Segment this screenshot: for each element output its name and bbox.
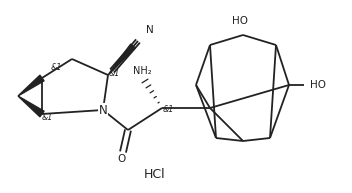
Text: HCl: HCl — [144, 168, 166, 181]
Polygon shape — [18, 96, 44, 117]
Text: O: O — [118, 154, 126, 164]
Text: &1: &1 — [162, 104, 174, 113]
Text: &1: &1 — [50, 63, 62, 71]
Polygon shape — [108, 44, 135, 75]
Text: &1: &1 — [108, 69, 120, 78]
Text: HO: HO — [310, 80, 326, 90]
Text: O: O — [118, 154, 126, 164]
Text: HO: HO — [232, 16, 248, 26]
Text: HO: HO — [232, 16, 248, 26]
Text: &1: &1 — [41, 113, 53, 122]
Polygon shape — [18, 75, 44, 96]
Text: N: N — [99, 103, 107, 117]
Text: N: N — [146, 25, 154, 35]
Text: NH₂: NH₂ — [133, 66, 151, 76]
Text: NH₂: NH₂ — [133, 66, 151, 76]
Text: N: N — [146, 25, 154, 35]
Text: N: N — [99, 103, 107, 117]
Text: HO: HO — [310, 80, 326, 90]
